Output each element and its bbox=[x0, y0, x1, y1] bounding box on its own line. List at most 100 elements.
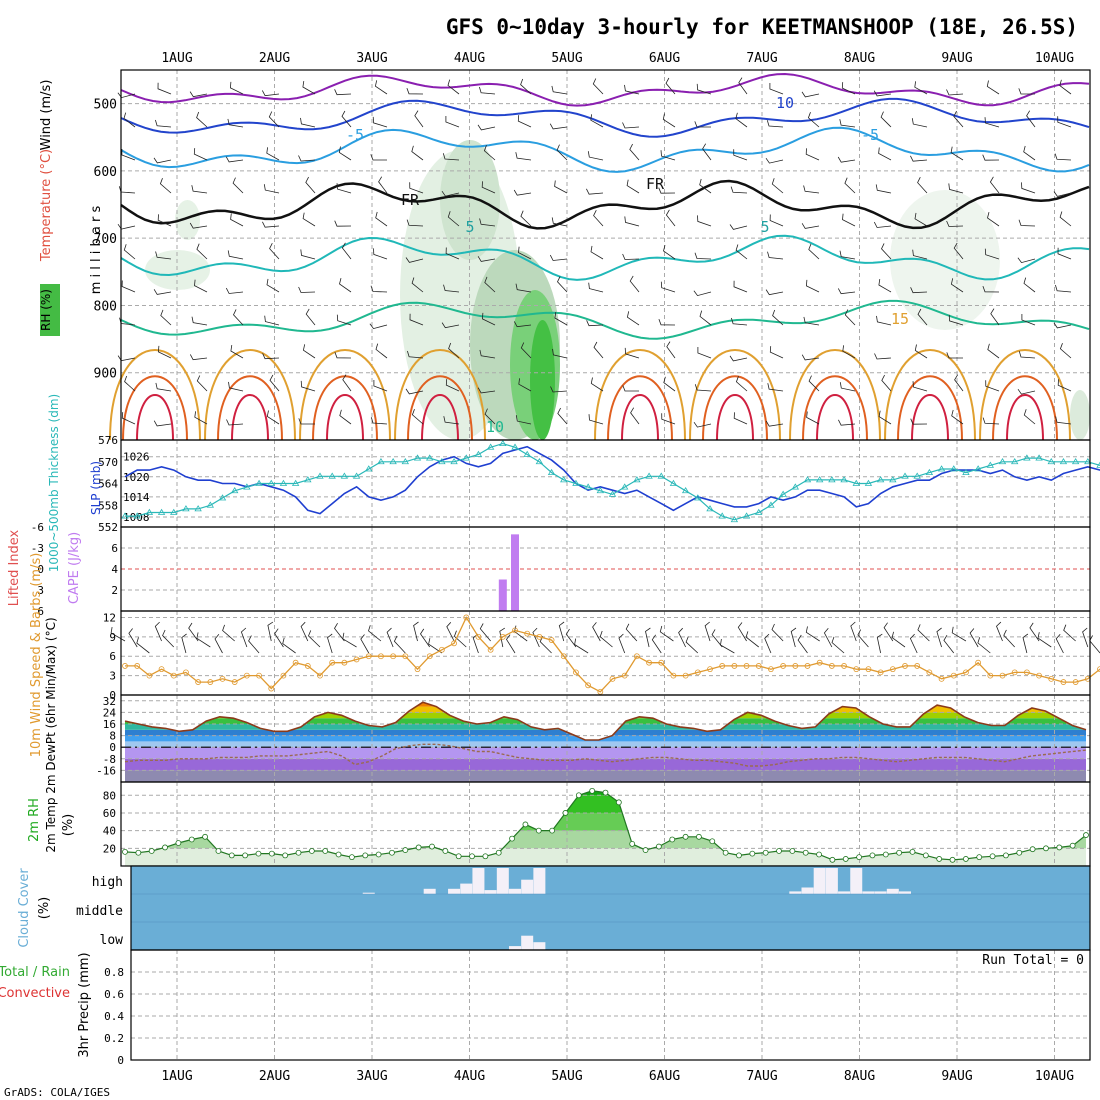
thickness-point bbox=[876, 476, 885, 483]
wind-barb bbox=[479, 86, 496, 95]
wind-barb bbox=[1053, 322, 1072, 329]
wind-barb bbox=[658, 318, 676, 326]
wind-barb bbox=[738, 77, 748, 95]
wind-barb bbox=[769, 346, 784, 359]
rh-point bbox=[989, 853, 996, 860]
wind-barb bbox=[624, 347, 640, 359]
wind-barb bbox=[269, 243, 280, 260]
wind-speed-point bbox=[292, 659, 299, 666]
wind-barb bbox=[302, 344, 316, 359]
wind-barb bbox=[230, 345, 244, 359]
wind-speed-point bbox=[719, 663, 726, 669]
wind-speed-point bbox=[768, 666, 774, 673]
wind-barb bbox=[850, 621, 857, 642]
date-label: 9AUG bbox=[941, 1069, 972, 1084]
wind-barb bbox=[443, 416, 460, 425]
wind-barb bbox=[336, 183, 352, 194]
cloud-bar bbox=[472, 868, 485, 894]
wind-barb bbox=[445, 247, 460, 260]
wind-barb bbox=[411, 277, 424, 293]
temperature-contour bbox=[120, 97, 1090, 138]
wind-speed-point bbox=[865, 666, 872, 673]
wind-barb bbox=[515, 283, 532, 293]
wind-barb bbox=[704, 621, 711, 642]
thickness-point bbox=[182, 505, 190, 512]
rh-point bbox=[482, 853, 489, 860]
contour-label: -5 bbox=[861, 126, 879, 144]
wind-speed-point bbox=[987, 672, 994, 679]
wind-barb bbox=[441, 322, 460, 329]
wind-barb bbox=[300, 117, 316, 128]
thickness-point bbox=[523, 450, 531, 457]
wind-barb bbox=[841, 82, 856, 95]
wind-barb bbox=[1082, 627, 1089, 648]
temperature-contour bbox=[407, 375, 473, 441]
wind-barb bbox=[194, 411, 208, 425]
thickness-point bbox=[474, 450, 483, 457]
wind-barb bbox=[839, 250, 856, 260]
thickness-point bbox=[718, 512, 726, 519]
temperature-contour bbox=[911, 394, 949, 441]
wind-barb bbox=[592, 78, 604, 95]
wind-barb bbox=[842, 345, 856, 359]
wind-barb bbox=[339, 409, 352, 425]
wind-barb bbox=[626, 179, 640, 194]
cape-tick-label: 2 bbox=[111, 584, 118, 597]
wind-barb bbox=[554, 180, 568, 194]
wind-barb bbox=[413, 621, 419, 642]
thickness-line bbox=[125, 442, 1100, 521]
wind-barb bbox=[1017, 257, 1036, 264]
wind-barb bbox=[951, 409, 964, 425]
wind-speed-point bbox=[195, 679, 202, 685]
wind-speed-point bbox=[902, 663, 908, 669]
thickness-point bbox=[511, 443, 519, 450]
wind-barb bbox=[797, 634, 808, 654]
thickness-point bbox=[681, 486, 690, 494]
wind-speed-point bbox=[353, 656, 360, 663]
wind-barb bbox=[574, 638, 589, 654]
wind-barb bbox=[1017, 388, 1036, 395]
temperature-axis-label: Temperature (°C) bbox=[39, 149, 54, 262]
wind-speed-point bbox=[219, 675, 226, 682]
rh-point bbox=[1083, 832, 1089, 838]
wind-barb bbox=[1022, 633, 1029, 654]
wind-barb bbox=[447, 211, 460, 227]
wind-barb bbox=[300, 380, 316, 392]
temperature-band bbox=[125, 741, 1086, 748]
temperature-contour bbox=[109, 349, 201, 441]
wind-barb bbox=[622, 385, 639, 392]
rh-axis-label: 2m RH bbox=[27, 798, 42, 842]
temperature-contour bbox=[816, 394, 854, 441]
wind-speed-point bbox=[487, 646, 494, 653]
thickness-point bbox=[413, 454, 422, 461]
thickness-point bbox=[1084, 457, 1092, 465]
wind-barb bbox=[189, 222, 208, 229]
wind-barb bbox=[375, 211, 388, 227]
wind-barb bbox=[160, 309, 172, 326]
thickness-point bbox=[486, 443, 495, 450]
wind-barb bbox=[910, 287, 928, 294]
thickness-point bbox=[170, 508, 178, 515]
wind-barb bbox=[987, 343, 1000, 359]
wind-barb bbox=[225, 287, 244, 294]
contour-label: 5 bbox=[760, 218, 769, 236]
temperature-contour bbox=[897, 375, 963, 441]
wind-barb bbox=[154, 621, 162, 642]
wind-barb bbox=[153, 420, 172, 427]
wind-barb bbox=[733, 280, 748, 293]
wind-speed-point bbox=[877, 669, 884, 676]
wind-barb bbox=[302, 81, 316, 95]
wind-barb bbox=[678, 627, 686, 648]
wind-barb bbox=[128, 628, 138, 648]
wind-barb bbox=[917, 308, 928, 326]
thickness-point bbox=[791, 483, 800, 490]
rh-point bbox=[909, 848, 916, 855]
wind-speed-point bbox=[780, 663, 787, 669]
temperature-contour bbox=[299, 349, 391, 441]
temperature-contour bbox=[594, 349, 686, 441]
wind-speed-point bbox=[1060, 679, 1067, 685]
wind-barb bbox=[663, 245, 676, 260]
cloud-bar bbox=[509, 888, 521, 894]
date-label: 6AUG bbox=[649, 1069, 680, 1084]
wind-barb bbox=[946, 352, 963, 359]
